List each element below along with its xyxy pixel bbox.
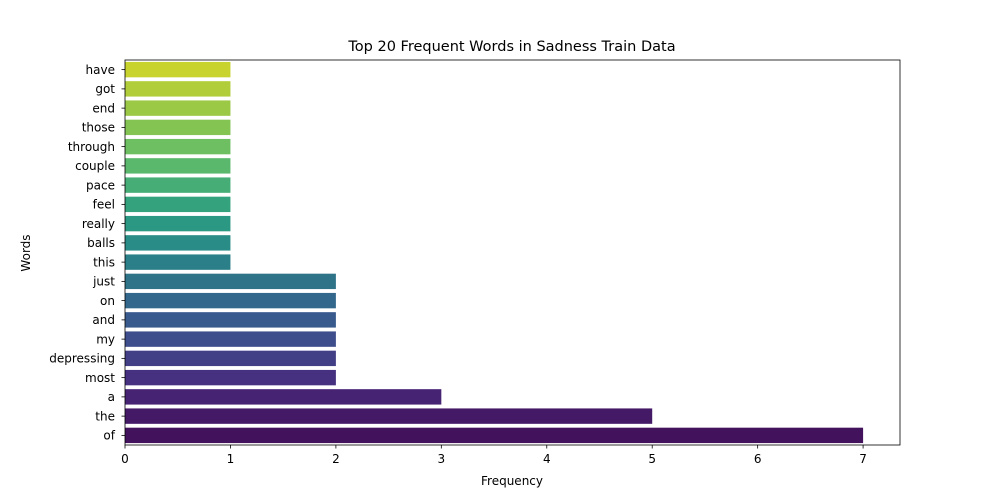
x-tick-label: 4 <box>543 452 551 466</box>
y-tick-label: my <box>96 332 115 346</box>
y-axis-ticks: have got end those through couple pace feel real… <box>49 63 125 443</box>
plot-frame <box>124 59 901 446</box>
bar-the <box>125 408 653 424</box>
bar-my <box>125 331 336 347</box>
y-tick-label: really <box>82 217 115 231</box>
y-tick-label: the <box>95 409 115 423</box>
bar-and <box>125 312 336 328</box>
x-tick-label: 2 <box>332 452 340 466</box>
y-tick-label: most <box>85 371 115 385</box>
bars-group <box>125 61 864 444</box>
y-tick-label: and <box>92 313 115 327</box>
y-tick-label: have <box>86 63 115 77</box>
y-tick-label: depressing <box>49 352 115 366</box>
chart-title: Top 20 Frequent Words in Sadness Train D… <box>347 39 675 55</box>
y-tick-label: through <box>68 140 115 154</box>
x-tick-label: 5 <box>648 452 656 466</box>
bar-just <box>125 273 336 290</box>
bar-end <box>125 100 231 116</box>
bar-through <box>125 138 231 155</box>
x-tick-label: 7 <box>859 452 867 466</box>
y-tick-label: those <box>82 121 115 135</box>
y-tick-label: feel <box>93 198 115 212</box>
bar-balls <box>125 235 231 251</box>
bar-of <box>125 427 864 444</box>
bar-a <box>125 389 442 405</box>
x-tick-label: 1 <box>227 452 235 466</box>
bar-couple <box>125 158 231 174</box>
x-axis-ticks: 0 1 2 3 4 5 6 7 <box>121 445 867 466</box>
bar-this <box>125 254 231 270</box>
x-axis-label: Frequency <box>481 474 543 488</box>
bar-on <box>125 292 336 309</box>
bar-depressing <box>125 350 336 367</box>
bar-have <box>125 61 231 78</box>
y-tick-label: just <box>92 275 115 289</box>
y-tick-label: couple <box>75 159 115 173</box>
bar-pace <box>125 177 231 193</box>
bar-feel <box>125 196 231 213</box>
bar-really <box>125 215 231 232</box>
y-tick-label: got <box>95 82 115 96</box>
y-tick-label: pace <box>86 178 115 192</box>
y-tick-label: balls <box>87 236 115 250</box>
bar-most <box>125 369 336 386</box>
y-tick-label: of <box>103 429 115 443</box>
y-tick-label: this <box>93 255 115 269</box>
x-tick-label: 6 <box>754 452 762 466</box>
y-axis-label: Words <box>19 234 33 271</box>
y-tick-label: end <box>92 101 115 115</box>
x-tick-label: 0 <box>121 452 129 466</box>
bar-those <box>125 119 231 136</box>
x-tick-label: 3 <box>438 452 446 466</box>
y-tick-label: on <box>100 294 115 308</box>
y-tick-label: a <box>108 390 115 404</box>
bar-got <box>125 81 231 97</box>
